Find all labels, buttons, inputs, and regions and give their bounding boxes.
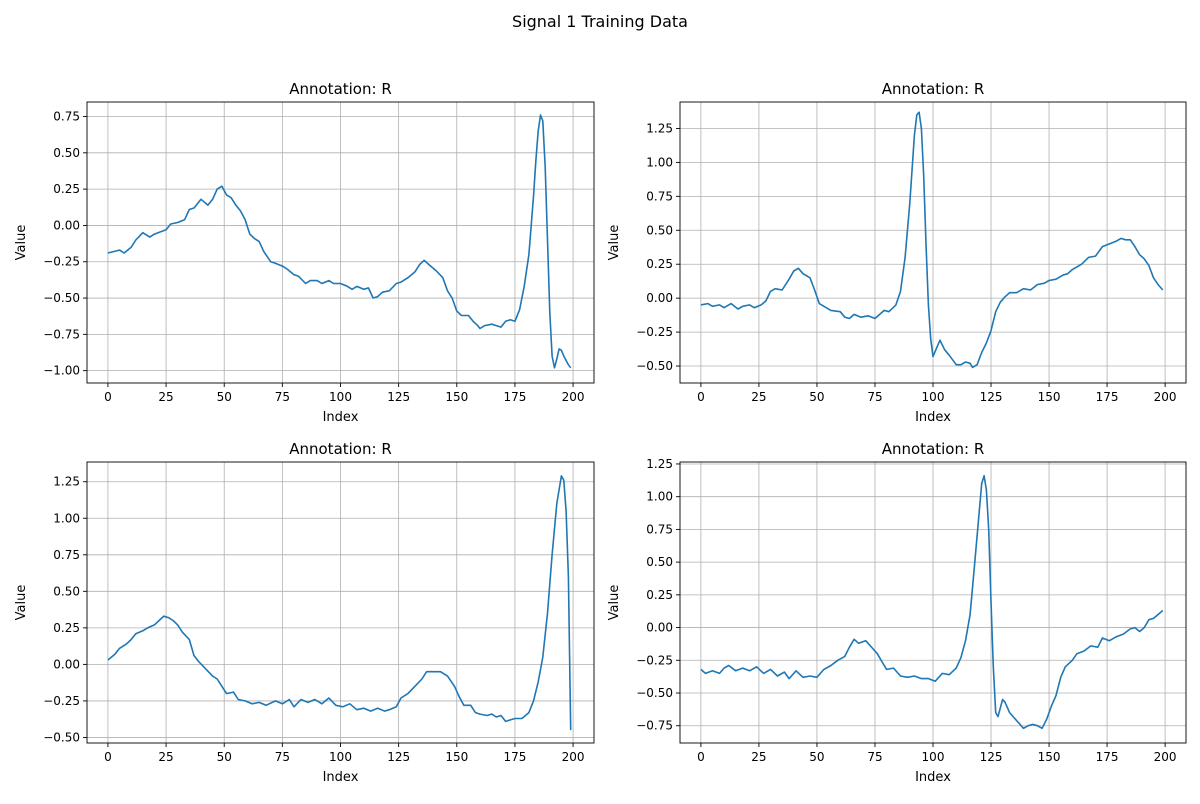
subplot-2: 0 25 50 75 100 125 150 175 200 −0.50 −0.25 0.00 0.25…	[607, 80, 1187, 425]
y-tick-label: 1.00	[53, 511, 80, 525]
x-tick-label: 75	[867, 390, 882, 404]
y-tick-label: −0.50	[43, 291, 80, 305]
x-tick-label: 0	[104, 750, 112, 764]
y-tick-label: 0.75	[646, 189, 673, 203]
x-tick-label: 25	[158, 750, 173, 764]
subplot-title: Annotation: R	[289, 440, 392, 458]
y-tick-label: 0.25	[646, 588, 673, 602]
y-tick-label: −0.50	[636, 686, 673, 700]
x-tick-label: 100	[922, 750, 945, 764]
y-tick-label: 0.50	[646, 555, 673, 569]
y-tick-label: 0.50	[646, 223, 673, 237]
x-tick-label: 50	[809, 750, 824, 764]
y-tick-label: 0.75	[53, 110, 80, 124]
y-axis-label: Value	[607, 225, 622, 261]
y-tick-label: 0.25	[53, 621, 80, 635]
x-tick-label: 125	[980, 750, 1003, 764]
x-tick-label: 25	[751, 390, 766, 404]
y-tick-label: 1.00	[646, 155, 673, 169]
x-tick-label: 125	[387, 750, 410, 764]
y-tick-label: 0.50	[53, 146, 80, 160]
y-tick-label: −0.50	[43, 730, 80, 744]
y-tick-label: −0.75	[636, 719, 673, 733]
x-tick-label: 175	[503, 750, 526, 764]
subplot-4: 0 25 50 75 100 125 150 175 200 −0.75 −0.50 −0.25 0.0…	[607, 440, 1187, 785]
x-tick-label: 125	[387, 390, 410, 404]
y-axis-label: Value	[607, 585, 622, 621]
x-tick-label: 75	[275, 750, 290, 764]
y-tick-label: −1.00	[43, 364, 80, 378]
series-line	[107, 114, 572, 369]
subplot-title: Annotation: R	[882, 80, 985, 98]
x-axis-label: Index	[915, 410, 951, 425]
y-tick-label: 0.25	[53, 182, 80, 196]
x-tick-label: 0	[697, 390, 705, 404]
y-tick-label: 0.00	[646, 291, 673, 305]
subplot-3: 0 25 50 75 100 125 150 175 200 −0.50 −0.25 0.00 0.25…	[14, 440, 595, 785]
x-axis-label: Index	[915, 770, 951, 785]
x-tick-label: 175	[503, 390, 526, 404]
y-tick-label: 0.00	[646, 621, 673, 635]
y-tick-label: 0.75	[53, 548, 80, 562]
subplot-title: Annotation: R	[289, 80, 392, 98]
series-line	[700, 474, 1164, 730]
x-tick-label: 75	[867, 750, 882, 764]
y-tick-label: 1.25	[53, 475, 80, 489]
x-tick-label: 200	[562, 750, 585, 764]
y-tick-label: −0.50	[636, 359, 673, 373]
x-tick-label: 150	[1038, 750, 1061, 764]
subplot-1: 0 25 50 75 100 125 150 175 200 −1.00 −0.75 −0.50 −0.…	[14, 80, 595, 425]
y-tick-label: 0.00	[53, 657, 80, 671]
x-tick-label: 150	[445, 390, 468, 404]
x-tick-label: 125	[980, 390, 1003, 404]
y-tick-label: 1.25	[646, 121, 673, 135]
y-tick-label: −0.25	[43, 694, 80, 708]
x-tick-label: 25	[751, 750, 766, 764]
x-tick-label: 150	[1038, 390, 1061, 404]
y-tick-label: 1.25	[646, 457, 673, 471]
x-tick-label: 175	[1096, 390, 1119, 404]
y-tick-label: 0.75	[646, 522, 673, 536]
subplot-title: Annotation: R	[882, 440, 985, 458]
y-tick-label: 0.50	[53, 584, 80, 598]
x-tick-label: 75	[275, 390, 290, 404]
x-tick-label: 175	[1096, 750, 1119, 764]
y-tick-label: −0.75	[43, 327, 80, 341]
y-tick-label: −0.25	[636, 653, 673, 667]
x-tick-label: 100	[922, 390, 945, 404]
y-tick-label: 0.00	[53, 218, 80, 232]
series-line	[107, 475, 572, 731]
x-tick-label: 25	[158, 390, 173, 404]
y-tick-label: −0.25	[636, 325, 673, 339]
x-tick-label: 200	[1154, 390, 1177, 404]
x-tick-label: 0	[104, 390, 112, 404]
x-tick-label: 200	[562, 390, 585, 404]
x-tick-label: 150	[445, 750, 468, 764]
y-tick-label: 1.00	[646, 490, 673, 504]
y-tick-label: 0.25	[646, 257, 673, 271]
figure-suptitle: Signal 1 Training Data	[512, 12, 688, 31]
x-tick-label: 100	[329, 750, 352, 764]
x-axis-label: Index	[323, 410, 359, 425]
x-tick-label: 100	[329, 390, 352, 404]
y-tick-label: −0.25	[43, 255, 80, 269]
x-tick-label: 200	[1154, 750, 1177, 764]
x-tick-label: 50	[217, 390, 232, 404]
y-axis-label: Value	[14, 585, 29, 621]
x-tick-label: 50	[809, 390, 824, 404]
series-line	[700, 111, 1164, 369]
y-axis-label: Value	[14, 225, 29, 261]
x-tick-label: 50	[217, 750, 232, 764]
x-tick-label: 0	[697, 750, 705, 764]
x-axis-label: Index	[323, 770, 359, 785]
